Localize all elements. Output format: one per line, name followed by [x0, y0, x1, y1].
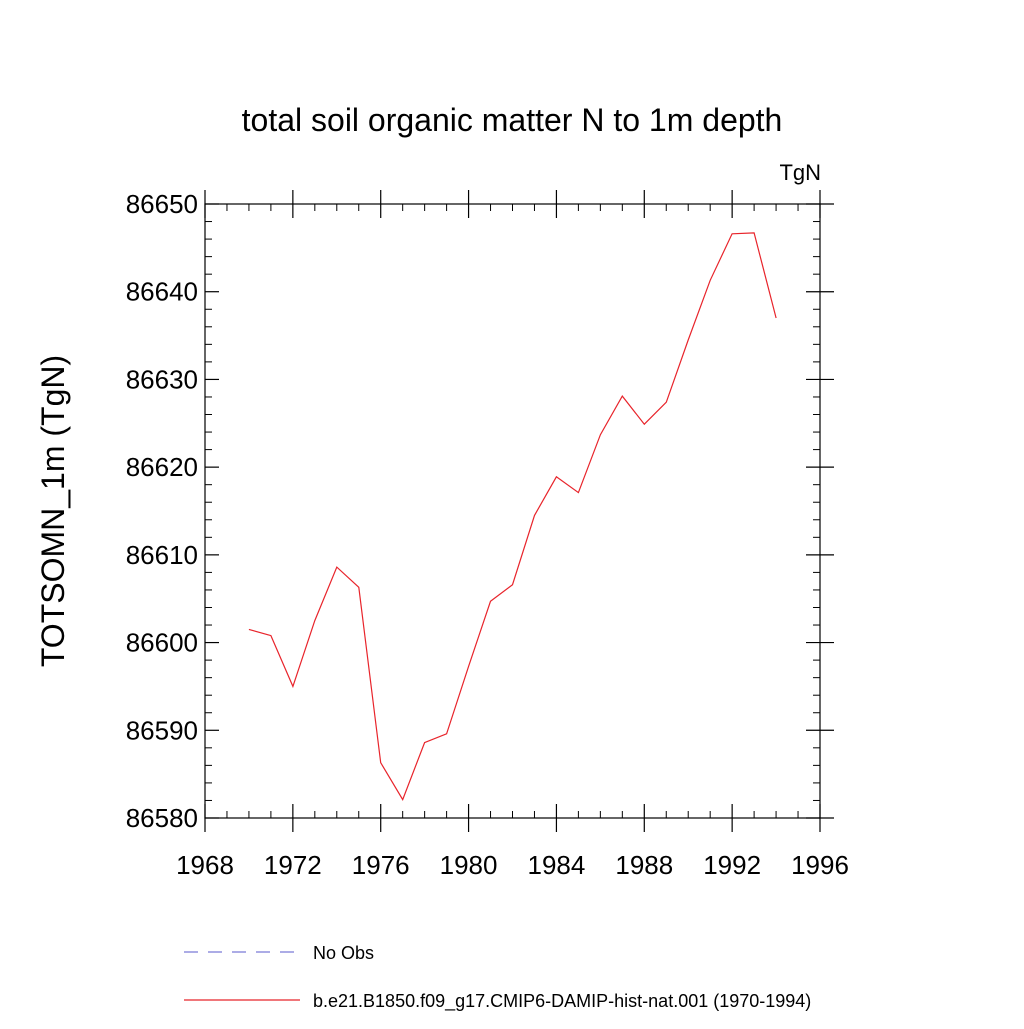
x-tick-label: 1996 — [791, 850, 849, 880]
chart-title: total soil organic matter N to 1m depth — [242, 102, 783, 138]
y-tick-label: 86580 — [126, 803, 198, 833]
y-tick-label: 86610 — [126, 540, 198, 570]
y-tick-label: 86620 — [126, 452, 198, 482]
plot-frame — [204, 203, 821, 819]
y-tick-label: 86650 — [126, 189, 198, 219]
y-tick-label: 86600 — [126, 628, 198, 658]
series-line — [248, 232, 777, 801]
x-tick-label: 1988 — [615, 850, 673, 880]
units-label: TgN — [779, 160, 821, 185]
x-tick-label: 1980 — [440, 850, 498, 880]
x-tick-label: 1972 — [264, 850, 322, 880]
axis-ticks — [204, 190, 834, 832]
legend-label: No Obs — [313, 943, 374, 963]
x-tick-label: 1968 — [176, 850, 234, 880]
y-tick-label: 86590 — [126, 715, 198, 745]
y-tick-label: 86640 — [126, 277, 198, 307]
y-axis-label: TOTSOMN_1m (TgN) — [35, 355, 71, 667]
legend-label: b.e21.B1850.f09_g17.CMIP6-DAMIP-hist-nat… — [313, 991, 811, 1012]
axis-tick-labels: 1968 1972 1976 1980 1984 1988 1992 1996 86580 865… — [126, 189, 849, 880]
legend: No Obs b.e21.B1850.f09_g17.CMIP6-DAMIP-hi… — [184, 943, 811, 1012]
x-tick-label: 1992 — [703, 850, 761, 880]
y-tick-label: 86630 — [126, 364, 198, 394]
x-tick-label: 1984 — [528, 850, 586, 880]
x-tick-label: 1976 — [352, 850, 410, 880]
series-layer — [248, 232, 777, 801]
